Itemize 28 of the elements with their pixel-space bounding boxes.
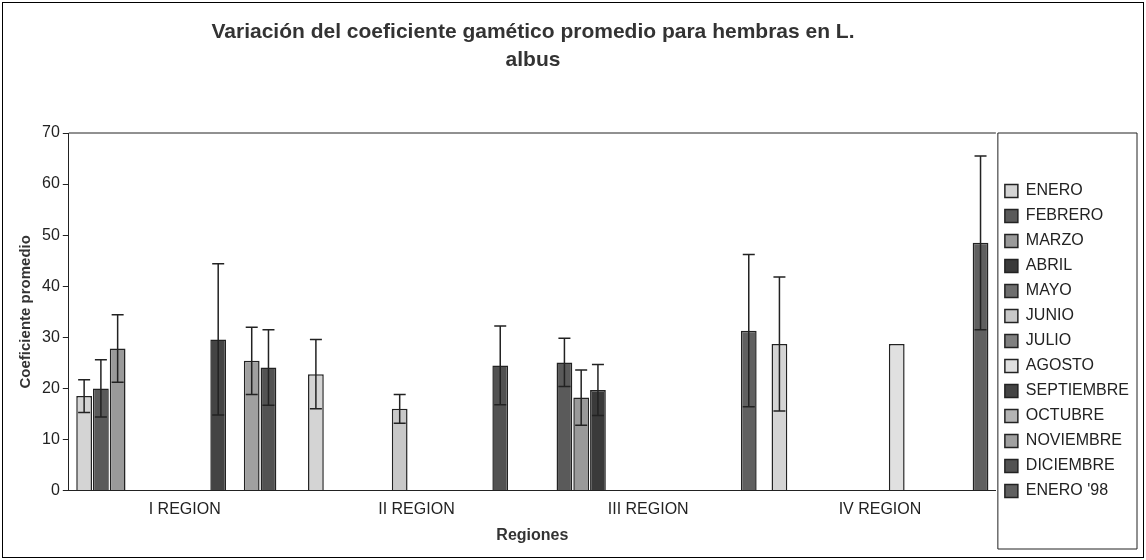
legend-label: ENERO '98 (1025, 481, 1109, 499)
y-tick-label: 40 (42, 276, 60, 294)
y-axis-title: Coeficiente promedio (16, 235, 34, 389)
y-tick-label: 50 (42, 225, 60, 243)
y-tick-label: 70 (42, 123, 60, 141)
legend-label: FEBRERO (1025, 206, 1104, 224)
chart-title: Variación del coeficiente gamético promedio para hembras en L. albus (210, 18, 856, 72)
x-tick-label: I REGION (148, 499, 221, 517)
legend-label: AGOSTO (1025, 356, 1095, 374)
legend-label: ENERO (1025, 181, 1083, 199)
legend-label: DICIEMBRE (1025, 456, 1115, 474)
x-tick-label: III REGION (607, 499, 689, 517)
y-tick-label: 30 (42, 327, 60, 345)
x-axis-title: Regiones (496, 525, 569, 543)
legend-label: MARZO (1025, 231, 1084, 249)
x-tick-label: II REGION (378, 499, 455, 517)
legend-label: OCTUBRE (1025, 406, 1105, 424)
y-tick-label: 20 (42, 378, 60, 396)
y-tick-label: 10 (42, 429, 60, 447)
legend-label: NOVIEMBRE (1025, 431, 1122, 449)
legend-label: JULIO (1025, 331, 1072, 349)
legend-label: JUNIO (1025, 306, 1074, 324)
x-tick-label: IV REGION (838, 499, 922, 517)
legend-label: SEPTIEMBRE (1025, 381, 1130, 399)
legend-label: ABRIL (1025, 256, 1073, 274)
y-tick-label: 0 (50, 481, 60, 499)
legend-label: MAYO (1025, 281, 1072, 299)
y-tick-label: 60 (42, 174, 60, 192)
